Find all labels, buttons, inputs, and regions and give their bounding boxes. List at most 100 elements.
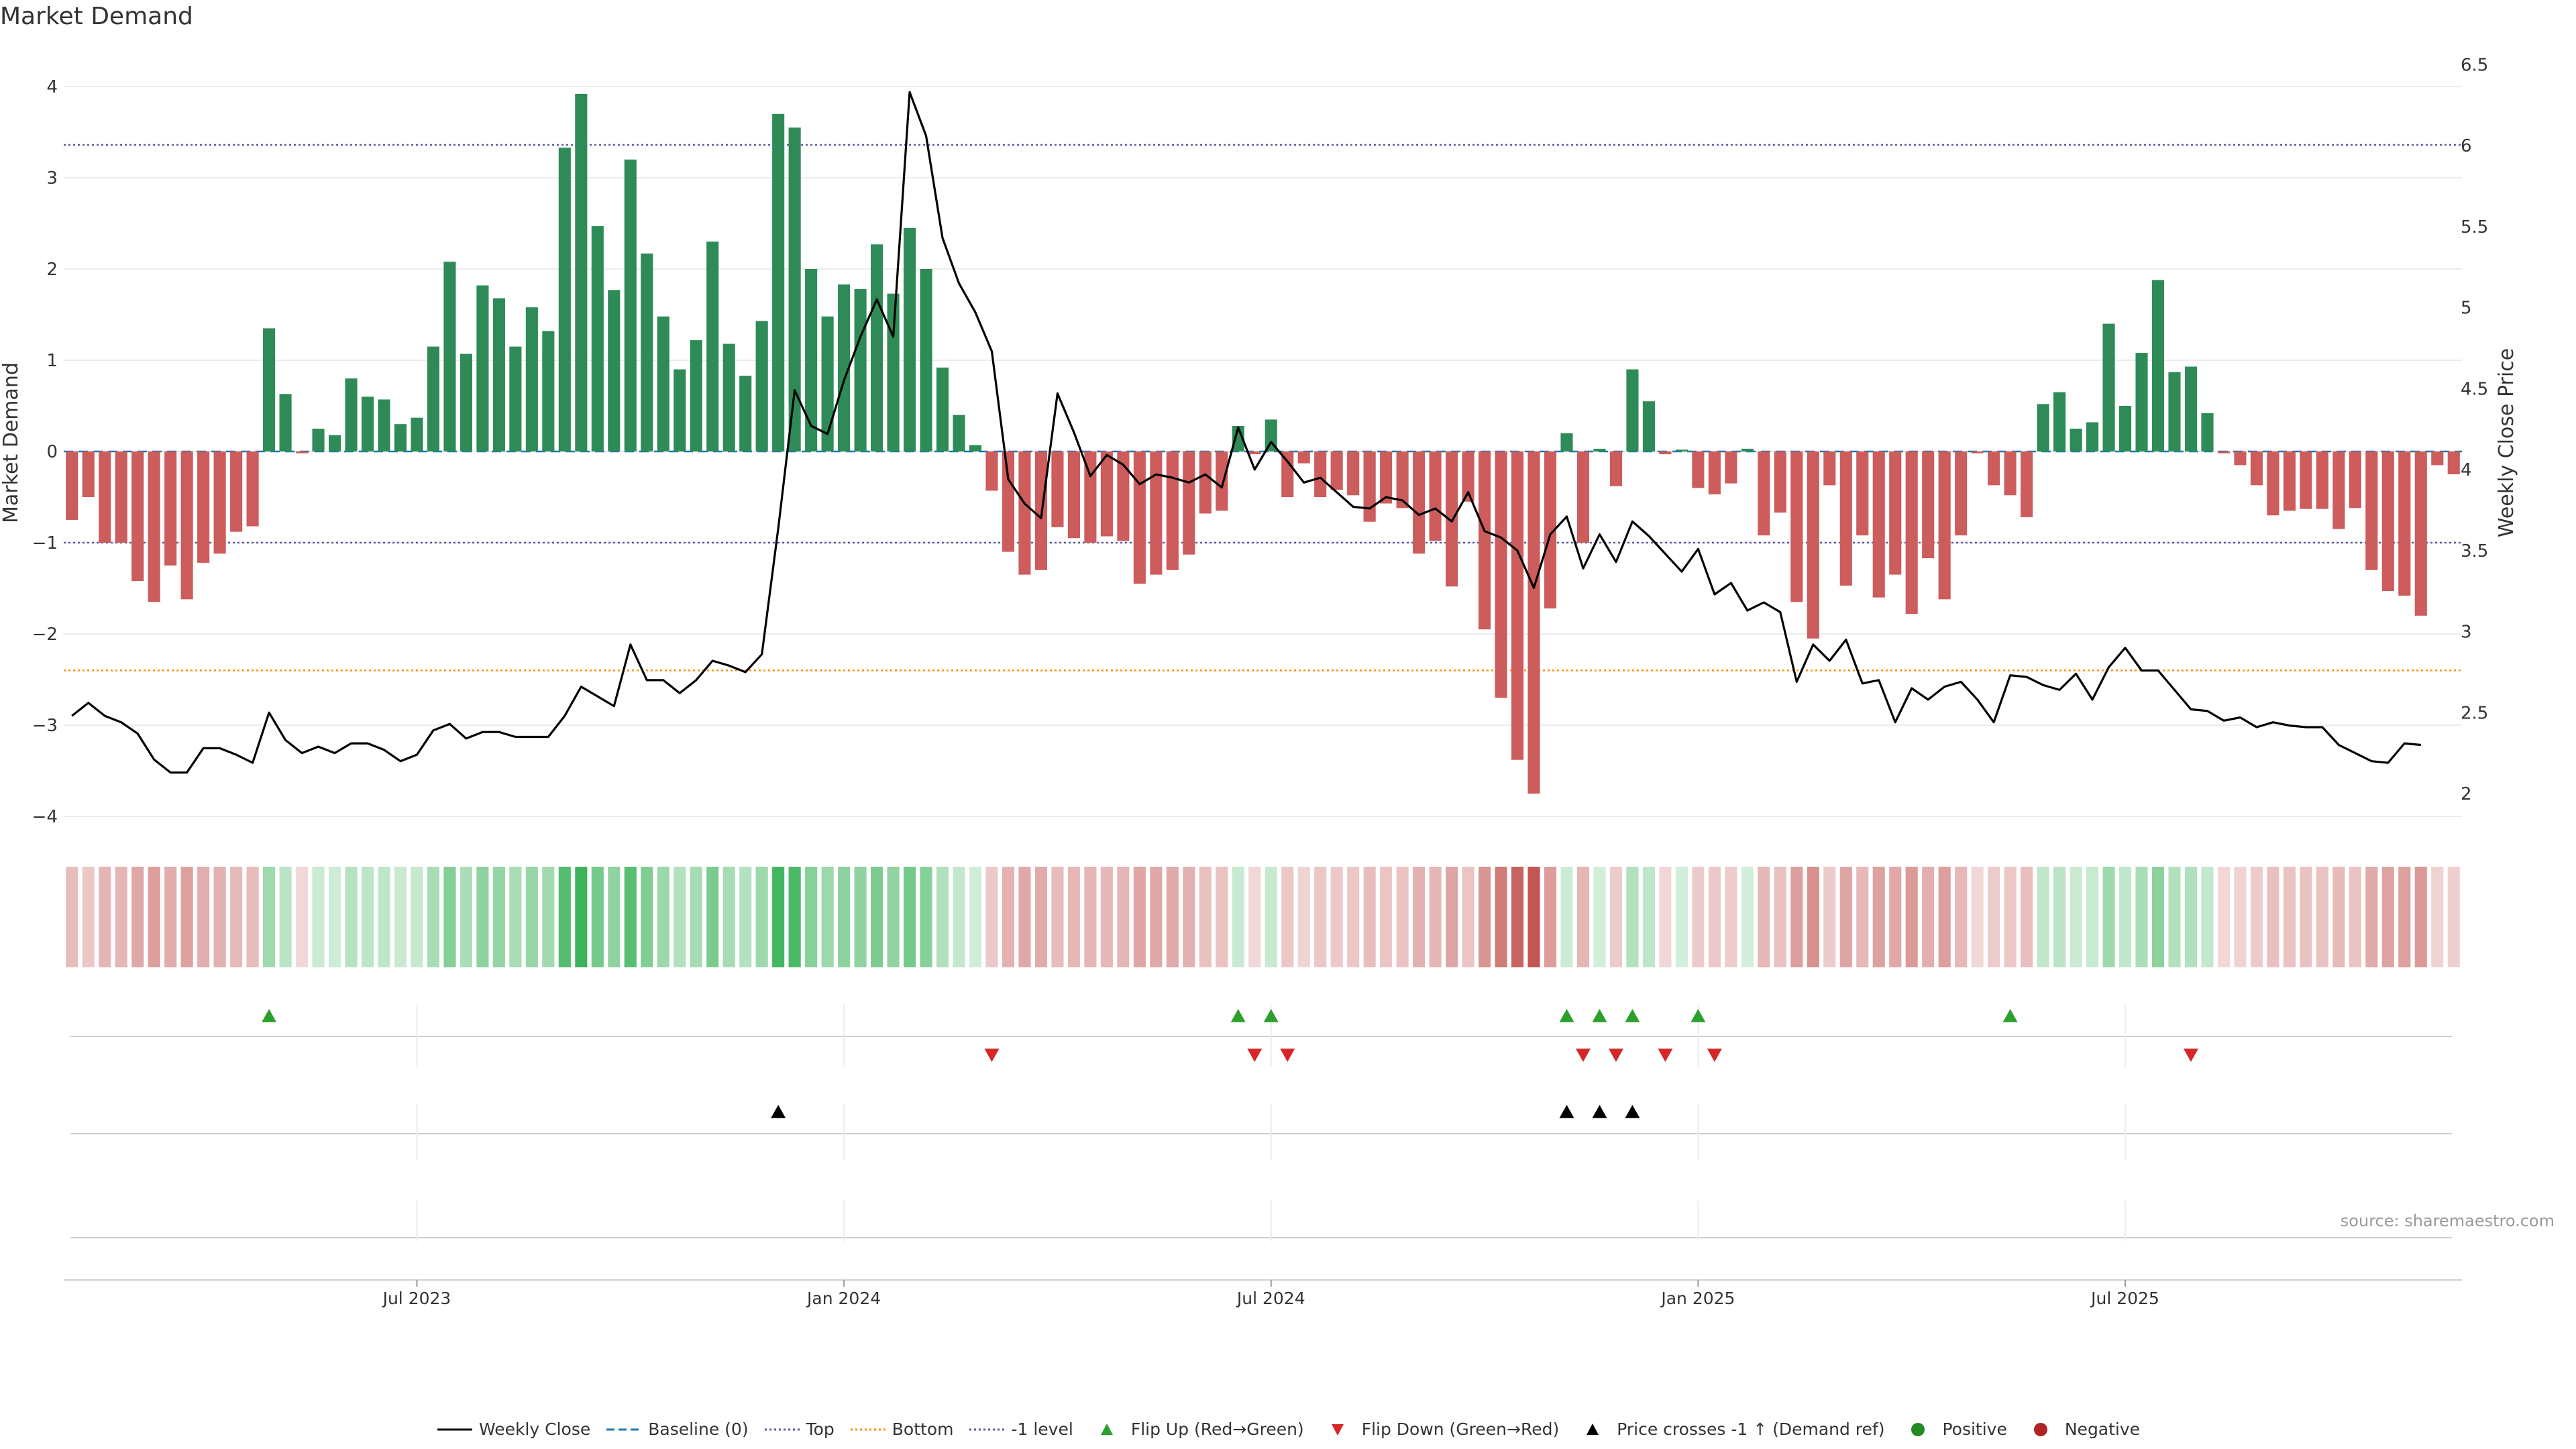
demand-bar (2349, 451, 2361, 508)
demand-bar (1084, 451, 1097, 543)
heat-cell (690, 867, 702, 967)
heat-cell (1576, 867, 1590, 967)
demand-bar (2447, 451, 2460, 474)
heat-cell (1281, 867, 1294, 967)
flip-up-marker (1592, 1009, 1607, 1022)
weekly-close-line (71, 91, 2421, 774)
demand-bar (2201, 413, 2214, 451)
demand-bar (1067, 451, 1080, 539)
demand-bar (969, 445, 982, 451)
price-cross-marker (771, 1105, 786, 1118)
demand-bar (1199, 451, 1212, 514)
heat-cell (2332, 867, 2345, 967)
heat-cell (394, 867, 407, 967)
demand-bar (838, 284, 851, 451)
heat-cell (788, 867, 801, 967)
heat-cell (1922, 867, 1935, 967)
heat-cell (1396, 867, 1409, 967)
heat-cell (1609, 867, 1623, 967)
heat-cell (263, 867, 276, 967)
heat-cell (2168, 867, 2181, 967)
demand-bar (492, 298, 505, 451)
heat-cell (1758, 867, 1770, 967)
demand-bar (1692, 451, 1705, 488)
demand-bar (1018, 451, 1031, 575)
legend-swatch-icon (1100, 1423, 1113, 1435)
heat-cell (2217, 867, 2231, 967)
legend-swatch-icon (764, 1428, 800, 1430)
demand-bar (2004, 451, 2017, 496)
heat-cell (1232, 867, 1244, 967)
demand-bar (197, 451, 210, 563)
demand-bar (1429, 451, 1442, 541)
heat-cell (1462, 867, 1474, 967)
demand-bar (345, 378, 358, 451)
heat-cell (1905, 867, 1918, 967)
y-left-tick-label: 4 (46, 77, 58, 97)
demand-bar (2283, 451, 2296, 511)
demand-bar (903, 227, 916, 451)
demand-bar (394, 424, 407, 451)
y-right-tick-label: 4 (2461, 460, 2472, 480)
heat-cell (1495, 867, 1507, 967)
heat-cell (1380, 867, 1393, 967)
demand-bar (2070, 429, 2082, 451)
demand-bar (213, 451, 226, 554)
demand-bar (1479, 451, 1491, 630)
demand-bar (476, 285, 489, 451)
legend-item: Price crosses -1 ↑ (Demand ref) (1574, 1419, 1884, 1439)
heat-cell (1216, 867, 1228, 967)
heat-cell (1971, 867, 1984, 967)
heat-cell (246, 867, 259, 967)
legend-item: Negative (2022, 1419, 2140, 1439)
x-tick-label: Jul 2023 (382, 1289, 451, 1308)
price-cross-marker (1559, 1105, 1574, 1118)
demand-bar (1675, 449, 1688, 451)
demand-bar (1823, 451, 1836, 486)
demand-bar (1708, 451, 1721, 494)
heat-cell (1955, 867, 1968, 967)
heat-cell (1856, 867, 1869, 967)
demand-bar (1248, 451, 1261, 455)
legend-label: Positive (1942, 1419, 2007, 1439)
heat-cell (1314, 867, 1327, 967)
demand-bar (2414, 451, 2427, 616)
heat-cell (1034, 867, 1047, 967)
flip-up-marker (262, 1009, 277, 1022)
heat-cell (1593, 867, 1606, 967)
heat-cell (1988, 867, 2000, 967)
demand-bar (1758, 451, 1770, 536)
heat-cell (641, 867, 653, 967)
demand-bar (887, 293, 900, 451)
demand-bar (772, 113, 785, 452)
heat-cell (197, 867, 210, 967)
legend-label: Flip Up (Red→Green) (1130, 1419, 1304, 1439)
heat-cell (2037, 867, 2049, 967)
heat-cell (361, 867, 374, 967)
legend-label: Flip Down (Green→Red) (1361, 1419, 1560, 1439)
heat-cell (1560, 867, 1573, 967)
heat-cell (1938, 867, 1951, 967)
y-left-tick-label: −2 (32, 625, 58, 645)
heat-cell (1675, 867, 1688, 967)
demand-bar (1166, 451, 1179, 570)
heat-cell (2004, 867, 2017, 967)
demand-bar (1265, 419, 1277, 451)
demand-bar (1609, 451, 1623, 486)
heat-cell (953, 867, 965, 967)
flip-down-marker (1280, 1049, 1295, 1062)
demand-bar (1659, 451, 1672, 455)
demand-bar (2086, 422, 2099, 451)
heat-cell (2447, 867, 2460, 967)
heat-cell (608, 867, 621, 967)
heat-cell (1265, 867, 1277, 967)
heat-cell (1297, 867, 1310, 967)
demand-bar (1839, 451, 1852, 586)
heat-cell (1133, 867, 1146, 967)
demand-bar (66, 451, 78, 520)
heat-cell (772, 867, 785, 967)
demand-bar (722, 343, 735, 451)
demand-bar (953, 415, 965, 451)
demand-bar (575, 93, 588, 451)
heat-cell (1872, 867, 1885, 967)
